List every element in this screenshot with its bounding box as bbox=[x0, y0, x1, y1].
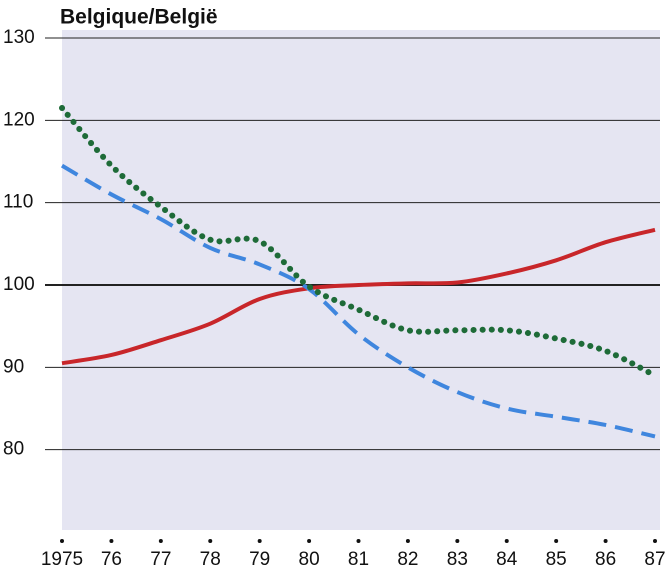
x-tick-mark bbox=[60, 539, 64, 543]
x-tick-label: 86 bbox=[595, 549, 616, 570]
x-tick-label: 76 bbox=[101, 549, 122, 570]
x-tick-mark bbox=[405, 539, 410, 543]
x-tick-mark bbox=[554, 539, 559, 543]
x-tick-label: 1975 bbox=[41, 549, 83, 570]
x-tick-label: 83 bbox=[447, 549, 468, 570]
x-tick-mark bbox=[455, 539, 460, 543]
x-tick-mark bbox=[158, 539, 163, 543]
plot-background bbox=[62, 30, 660, 530]
y-tick-label: 120 bbox=[3, 109, 35, 130]
x-tick-label: 82 bbox=[397, 549, 418, 570]
x-tick-label: 79 bbox=[249, 549, 270, 570]
x-tick-mark bbox=[356, 539, 361, 543]
series-line bbox=[59, 104, 658, 379]
x-tick-label: 77 bbox=[150, 549, 171, 570]
y-tick-label: 80 bbox=[3, 439, 24, 460]
chart-title: Belgique/België bbox=[60, 6, 218, 29]
x-tick-mark bbox=[208, 539, 213, 543]
y-tick-label: 90 bbox=[3, 356, 24, 377]
y-tick-label: 130 bbox=[3, 27, 35, 48]
x-tick-label: 78 bbox=[200, 549, 221, 570]
y-tick-label: 110 bbox=[3, 192, 33, 213]
x-tick-mark bbox=[504, 539, 509, 543]
x-tick-label: 87 bbox=[644, 549, 665, 570]
x-tick-mark bbox=[257, 539, 262, 543]
series-line bbox=[61, 227, 656, 366]
x-tick-mark bbox=[109, 539, 114, 543]
y-tick-label: 100 bbox=[3, 274, 35, 295]
x-tick-label: 81 bbox=[348, 549, 369, 570]
x-tick-mark bbox=[653, 539, 657, 543]
x-tick-mark bbox=[307, 539, 312, 543]
x-tick-label: 85 bbox=[546, 549, 567, 570]
x-tick-mark bbox=[603, 539, 608, 543]
series-line bbox=[60, 163, 656, 439]
x-tick-label: 80 bbox=[299, 549, 320, 570]
x-tick-label: 84 bbox=[496, 549, 518, 570]
